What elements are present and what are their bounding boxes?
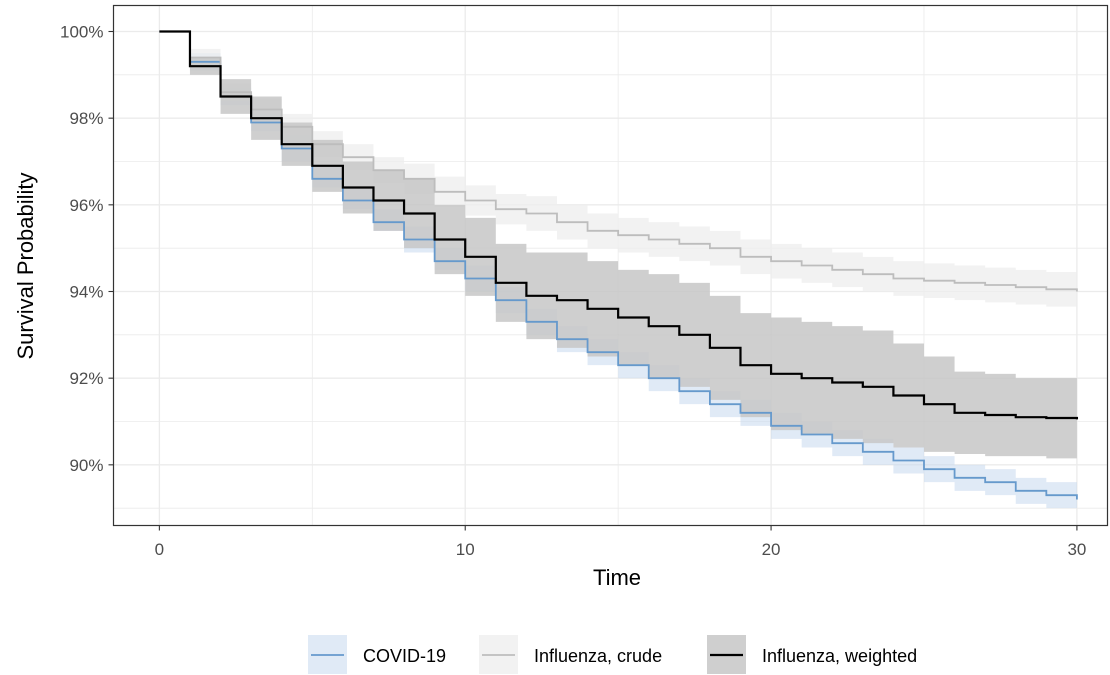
y-tick-label-92: 92% — [69, 369, 103, 388]
x-axis-title: Time — [593, 565, 641, 590]
x-tick-label-0: 0 — [155, 540, 164, 559]
legend-label-influenza-crude: Influenza, crude — [534, 646, 662, 666]
y-tick-label-100: 100% — [60, 23, 103, 42]
survival-lines — [159, 30, 1079, 500]
band-influenza-weighted — [159, 31, 1077, 459]
legend-item-influenza-weighted: Influenza, weighted — [707, 635, 917, 674]
legend-item-covid-19: COVID-19 — [308, 635, 446, 674]
y-tick-label-98: 98% — [69, 109, 103, 128]
panel-border — [112, 4, 1109, 527]
line-influenza-weighted — [159, 30, 1079, 420]
legend: COVID-19 Influenza, crude Influenza, weigh… — [308, 635, 917, 674]
x-tick-label-20: 20 — [762, 540, 781, 559]
axis-ticks: 0 10 20 30 90% 92% 94% 96% 98% 100% — [60, 23, 1086, 560]
x-tick-label-10: 10 — [456, 540, 475, 559]
y-tick-label-96: 96% — [69, 196, 103, 215]
x-tick-label-30: 30 — [1067, 540, 1086, 559]
y-tick-label-94: 94% — [69, 283, 103, 302]
y-axis-title: Survival Probability — [13, 172, 38, 359]
legend-label-influenza-weighted: Influenza, weighted — [762, 646, 917, 666]
y-tick-label-90: 90% — [69, 456, 103, 475]
legend-label-covid-19: COVID-19 — [363, 646, 446, 666]
legend-item-influenza-crude: Influenza, crude — [479, 635, 662, 674]
line-covid-19 — [159, 30, 1078, 500]
